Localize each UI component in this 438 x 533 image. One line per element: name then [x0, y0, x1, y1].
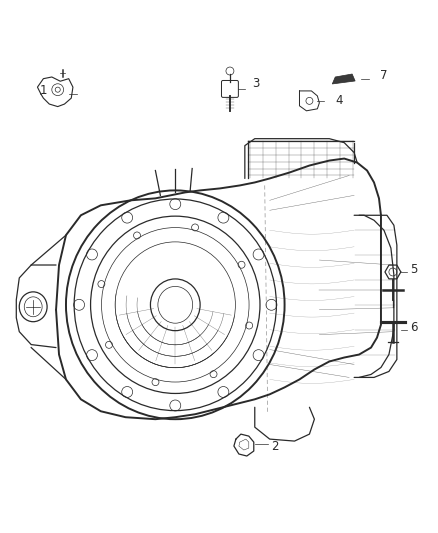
Polygon shape: [332, 74, 355, 84]
Text: 5: 5: [410, 263, 417, 277]
Text: 3: 3: [252, 77, 259, 91]
Text: 1: 1: [39, 84, 47, 98]
Text: 4: 4: [336, 94, 343, 107]
Text: 7: 7: [380, 69, 388, 83]
Text: 6: 6: [410, 321, 417, 334]
Text: 2: 2: [271, 440, 279, 453]
